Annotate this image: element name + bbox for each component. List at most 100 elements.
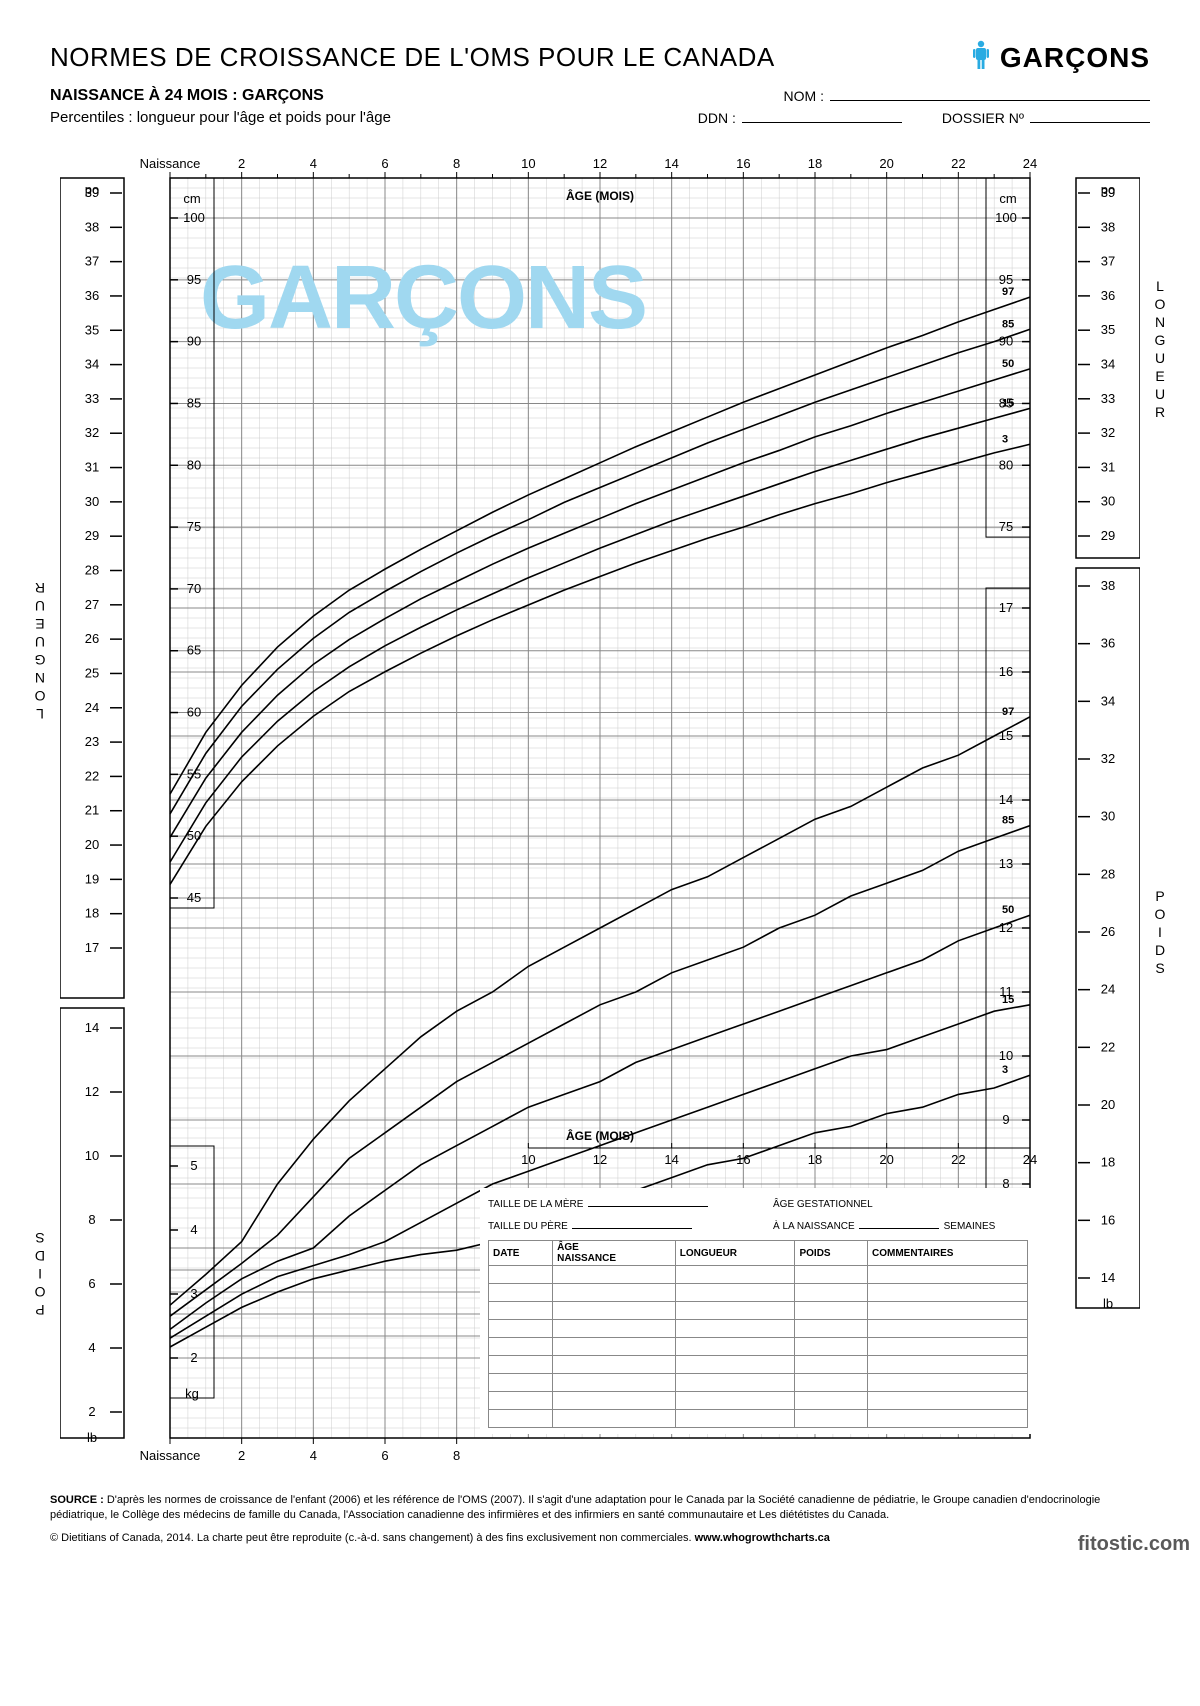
svg-text:12: 12 [593,1152,607,1167]
svg-text:33: 33 [85,391,99,406]
mother-height-line[interactable] [588,1197,708,1207]
svg-text:80: 80 [999,457,1013,472]
url: www.whogrowthcharts.ca [695,1532,830,1544]
svg-text:ÂGE (MOIS): ÂGE (MOIS) [566,1128,634,1143]
svg-text:13: 13 [999,856,1013,871]
ddn-label: DDN : [698,110,736,126]
weeks-label: SEMAINES [944,1221,996,1232]
svg-text:2: 2 [238,156,245,171]
sub-header-2: Percentiles : longueur pour l'âge et poi… [50,109,1150,144]
nom-line[interactable] [830,87,1150,101]
svg-text:25: 25 [85,665,99,680]
svg-text:12: 12 [85,1084,99,1099]
svg-text:10: 10 [521,1152,535,1167]
mother-height-label: TAILLE DE LA MÈRE [488,1199,583,1210]
main-title: NORMES DE CROISSANCE DE L'OMS POUR LE CA… [50,42,775,73]
nom-field: NOM : [784,87,1150,104]
svg-text:35: 35 [85,322,99,337]
svg-text:ÂGE (MOIS): ÂGE (MOIS) [566,188,634,203]
source-text: D'après les normes de croissance de l'en… [50,1494,1100,1521]
svg-text:36: 36 [1101,636,1115,651]
svg-text:37: 37 [85,254,99,269]
svg-text:kg: kg [185,1386,199,1401]
svg-text:24: 24 [1101,982,1115,997]
svg-text:33: 33 [1101,391,1115,406]
form-fields: NOM : [784,87,1150,105]
gest-age-line[interactable] [859,1219,939,1229]
svg-text:45: 45 [187,890,201,905]
svg-text:14: 14 [664,1152,678,1167]
svg-text:36: 36 [1101,288,1115,303]
svg-text:70: 70 [187,581,201,596]
svg-text:6: 6 [381,156,388,171]
svg-text:6: 6 [381,1448,388,1463]
dossier-field: DOSSIER Nº [942,109,1150,126]
svg-text:80: 80 [187,457,201,472]
svg-text:34: 34 [85,357,99,372]
svg-text:38: 38 [85,219,99,234]
header-row: NORMES DE CROISSANCE DE L'OMS POUR LE CA… [50,40,1150,75]
svg-text:95: 95 [187,272,201,287]
gest-age-2: À LA NAISSANCE [773,1221,855,1232]
record-table: DATEÂGE NAISSANCELONGUEURPOIDSCOMMENTAIR… [488,1240,1028,1428]
sub-title: NAISSANCE À 24 MOIS : GARÇONS [50,87,324,105]
svg-text:65: 65 [187,643,201,658]
svg-text:10: 10 [521,156,535,171]
svg-text:4: 4 [310,156,317,171]
svg-text:2: 2 [238,1448,245,1463]
svg-text:24: 24 [85,700,99,715]
svg-text:5: 5 [190,1158,197,1173]
svg-text:28: 28 [85,563,99,578]
svg-text:15: 15 [1002,994,1014,1006]
svg-text:4: 4 [310,1448,317,1463]
svg-text:22: 22 [951,1152,965,1167]
svg-text:30: 30 [1101,809,1115,824]
site-watermark: fitostic.com [1078,1533,1190,1556]
ddn-line[interactable] [742,109,902,123]
svg-text:31: 31 [1101,459,1115,474]
svg-text:14: 14 [85,1020,99,1035]
svg-text:32: 32 [1101,751,1115,766]
svg-text:14: 14 [1101,1270,1115,1285]
svg-text:35: 35 [1101,322,1115,337]
svg-text:75: 75 [999,519,1013,534]
svg-text:Naissance: Naissance [140,156,201,171]
vlabel-left-lower: POIDS [32,1228,48,1318]
svg-text:30: 30 [85,494,99,509]
svg-text:10: 10 [999,1048,1013,1063]
vlabel-left-upper: LONGUEUR [32,578,48,722]
svg-text:Naissance: Naissance [140,1448,201,1463]
svg-text:23: 23 [85,734,99,749]
person-icon [970,40,992,75]
svg-text:17: 17 [999,600,1013,615]
dossier-line[interactable] [1030,109,1150,123]
svg-text:GARÇONS: GARÇONS [200,248,646,348]
nom-label: NOM : [784,88,824,104]
svg-text:2: 2 [190,1350,197,1365]
svg-text:lb: lb [1103,1296,1113,1311]
svg-text:cm: cm [183,191,200,206]
svg-text:3: 3 [1002,433,1008,445]
svg-text:17: 17 [85,940,99,955]
svg-text:20: 20 [879,156,893,171]
vlabel-right-upper: LONGUEUR [1152,278,1168,422]
vlabel-right-lower: POIDS [1152,888,1168,978]
father-height-line[interactable] [572,1219,692,1229]
svg-text:27: 27 [85,597,99,612]
svg-text:16: 16 [736,156,750,171]
svg-text:34: 34 [1101,693,1115,708]
svg-text:95: 95 [999,272,1013,287]
form-fields-2: DDN : DOSSIER Nº [698,109,1150,144]
svg-text:60: 60 [187,705,201,720]
svg-text:6: 6 [88,1276,95,1291]
svg-text:16: 16 [1101,1212,1115,1227]
percentile-text: Percentiles : longueur pour l'âge et poi… [50,109,391,126]
svg-text:3: 3 [1002,1064,1008,1076]
source-label: SOURCE : [50,1494,104,1506]
svg-text:8: 8 [88,1212,95,1227]
svg-text:97: 97 [1002,286,1014,298]
svg-text:50: 50 [1002,904,1014,916]
svg-text:100: 100 [995,210,1017,225]
svg-text:8: 8 [453,1448,460,1463]
header-right: GARÇONS [970,40,1150,75]
